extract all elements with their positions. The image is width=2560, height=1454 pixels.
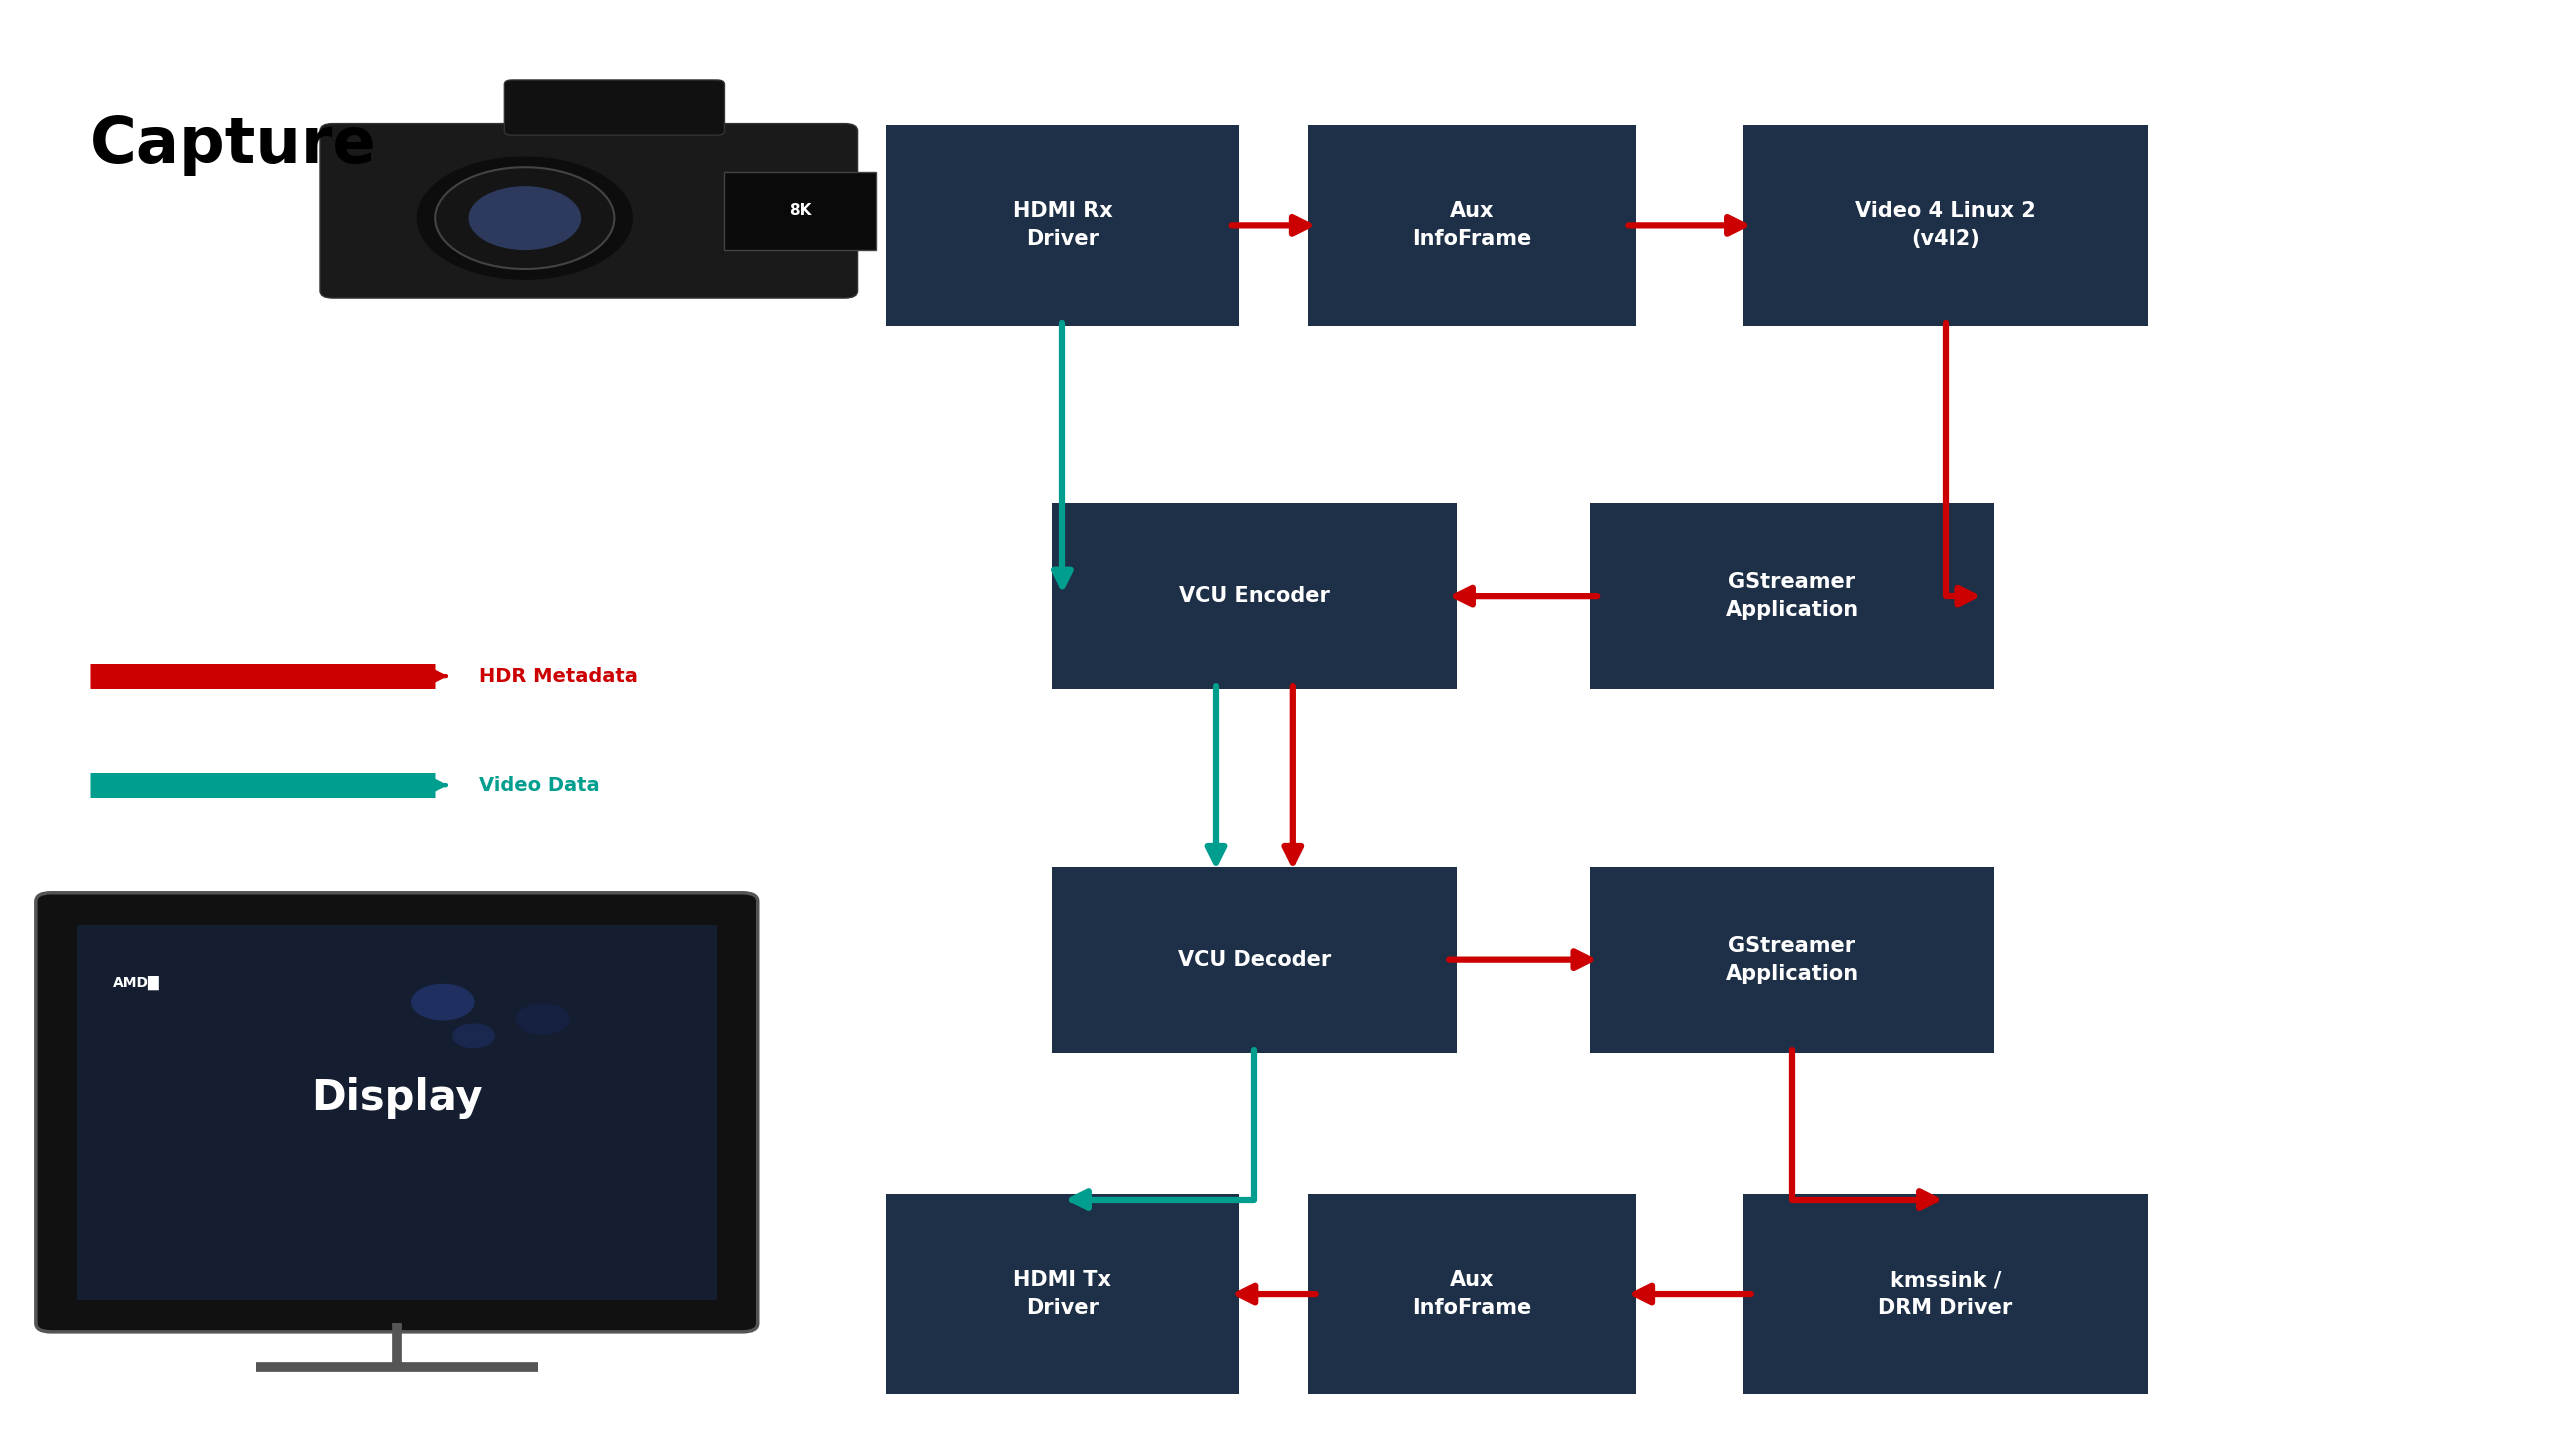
- Text: 8K: 8K: [788, 204, 812, 218]
- Text: GStreamer
Application: GStreamer Application: [1725, 571, 1859, 621]
- Text: Aux
InfoFrame: Aux InfoFrame: [1413, 1269, 1531, 1319]
- FancyBboxPatch shape: [504, 80, 724, 135]
- Circle shape: [468, 186, 581, 250]
- Circle shape: [412, 984, 474, 1019]
- FancyBboxPatch shape: [1308, 125, 1636, 326]
- FancyBboxPatch shape: [1743, 1194, 2148, 1394]
- Text: Video 4 Linux 2
(v4l2): Video 4 Linux 2 (v4l2): [1856, 201, 2035, 250]
- Text: Video Data: Video Data: [479, 775, 599, 795]
- Circle shape: [453, 1024, 494, 1047]
- Text: HDR Metadata: HDR Metadata: [479, 666, 637, 686]
- FancyBboxPatch shape: [724, 172, 876, 250]
- Text: HDMI Tx
Driver: HDMI Tx Driver: [1014, 1269, 1111, 1319]
- Text: Aux
InfoFrame: Aux InfoFrame: [1413, 201, 1531, 250]
- Text: HDMI Rx
Driver: HDMI Rx Driver: [1014, 201, 1111, 250]
- FancyBboxPatch shape: [1743, 125, 2148, 326]
- FancyBboxPatch shape: [1590, 503, 1994, 689]
- FancyBboxPatch shape: [77, 925, 717, 1300]
- FancyBboxPatch shape: [1052, 867, 1457, 1053]
- FancyBboxPatch shape: [886, 1194, 1239, 1394]
- Text: AMD█: AMD█: [113, 976, 159, 990]
- Text: kmssink /
DRM Driver: kmssink / DRM Driver: [1879, 1269, 2012, 1319]
- Text: GStreamer
Application: GStreamer Application: [1725, 935, 1859, 984]
- Text: VCU Decoder: VCU Decoder: [1178, 949, 1331, 970]
- FancyBboxPatch shape: [320, 124, 858, 298]
- Text: VCU Encoder: VCU Encoder: [1180, 586, 1329, 606]
- FancyBboxPatch shape: [1052, 503, 1457, 689]
- Circle shape: [517, 1005, 568, 1034]
- Text: Capture: Capture: [90, 115, 376, 176]
- Circle shape: [435, 167, 614, 269]
- Circle shape: [417, 157, 632, 279]
- FancyBboxPatch shape: [1308, 1194, 1636, 1394]
- Text: Display: Display: [310, 1077, 484, 1118]
- FancyBboxPatch shape: [36, 893, 758, 1332]
- FancyBboxPatch shape: [1590, 867, 1994, 1053]
- FancyBboxPatch shape: [886, 125, 1239, 326]
